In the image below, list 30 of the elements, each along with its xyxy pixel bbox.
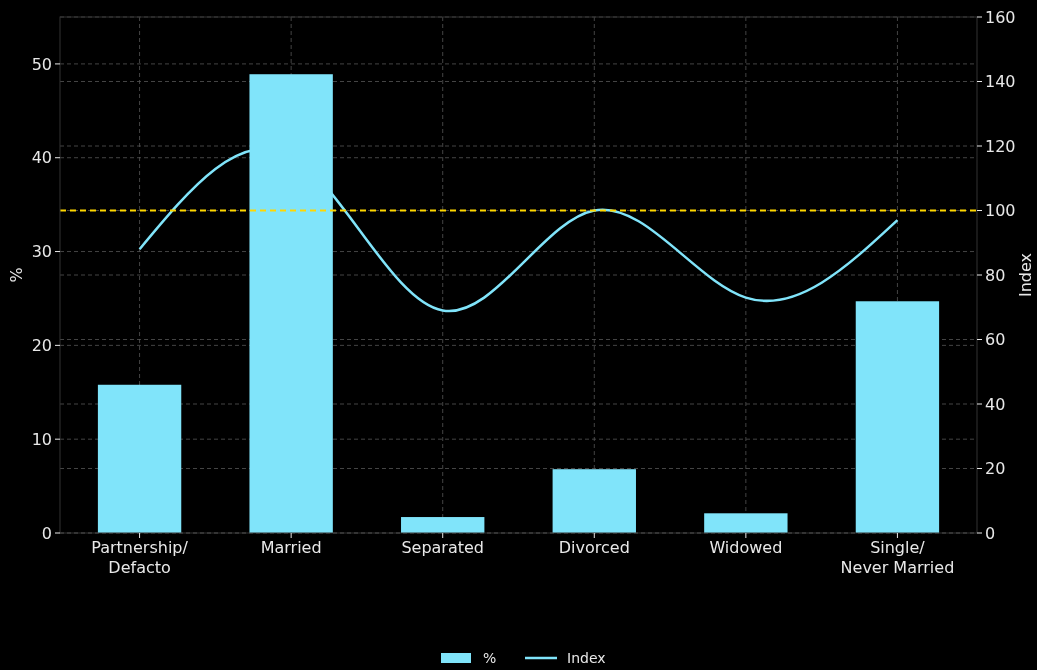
x-tick-label: Partnership/ Defacto bbox=[91, 538, 189, 577]
y-axis-title: % bbox=[7, 267, 26, 283]
y2-tick-label: 80 bbox=[985, 265, 1006, 285]
y2-axis-title: Index bbox=[1016, 252, 1035, 298]
y2-tick-label: 120 bbox=[985, 136, 1016, 156]
y-tick-label: 0 bbox=[41, 523, 52, 543]
y-tick-label: 40 bbox=[31, 148, 52, 168]
y2-tick-label: 40 bbox=[985, 394, 1006, 414]
bar bbox=[855, 301, 940, 533]
y2-tick-label: 0 bbox=[985, 523, 996, 543]
y2-tick-label: 20 bbox=[985, 459, 1006, 479]
x-tick-label: Divorced bbox=[558, 538, 630, 557]
y2-tick-label: 160 bbox=[985, 7, 1016, 27]
y-tick-label: 50 bbox=[31, 54, 52, 74]
y2-tick-label: 100 bbox=[985, 201, 1016, 221]
x-tick-label: Single/ Never Married bbox=[840, 538, 955, 577]
bar bbox=[401, 517, 485, 533]
bar bbox=[97, 384, 182, 533]
y-tick-label: 30 bbox=[31, 242, 52, 262]
y2-tick-label: 140 bbox=[985, 72, 1016, 92]
y-tick-label: 10 bbox=[31, 429, 52, 449]
bar bbox=[704, 513, 788, 533]
legend-label: % bbox=[483, 650, 497, 666]
x-tick-label: Married bbox=[260, 538, 322, 557]
y2-tick-label: 60 bbox=[985, 330, 1006, 350]
x-tick-label: Separated bbox=[401, 538, 485, 557]
x-tick-label: Widowed bbox=[709, 538, 783, 557]
y-tick-label: 20 bbox=[31, 335, 52, 355]
bar bbox=[552, 469, 636, 533]
legend-label: Index bbox=[567, 650, 606, 666]
